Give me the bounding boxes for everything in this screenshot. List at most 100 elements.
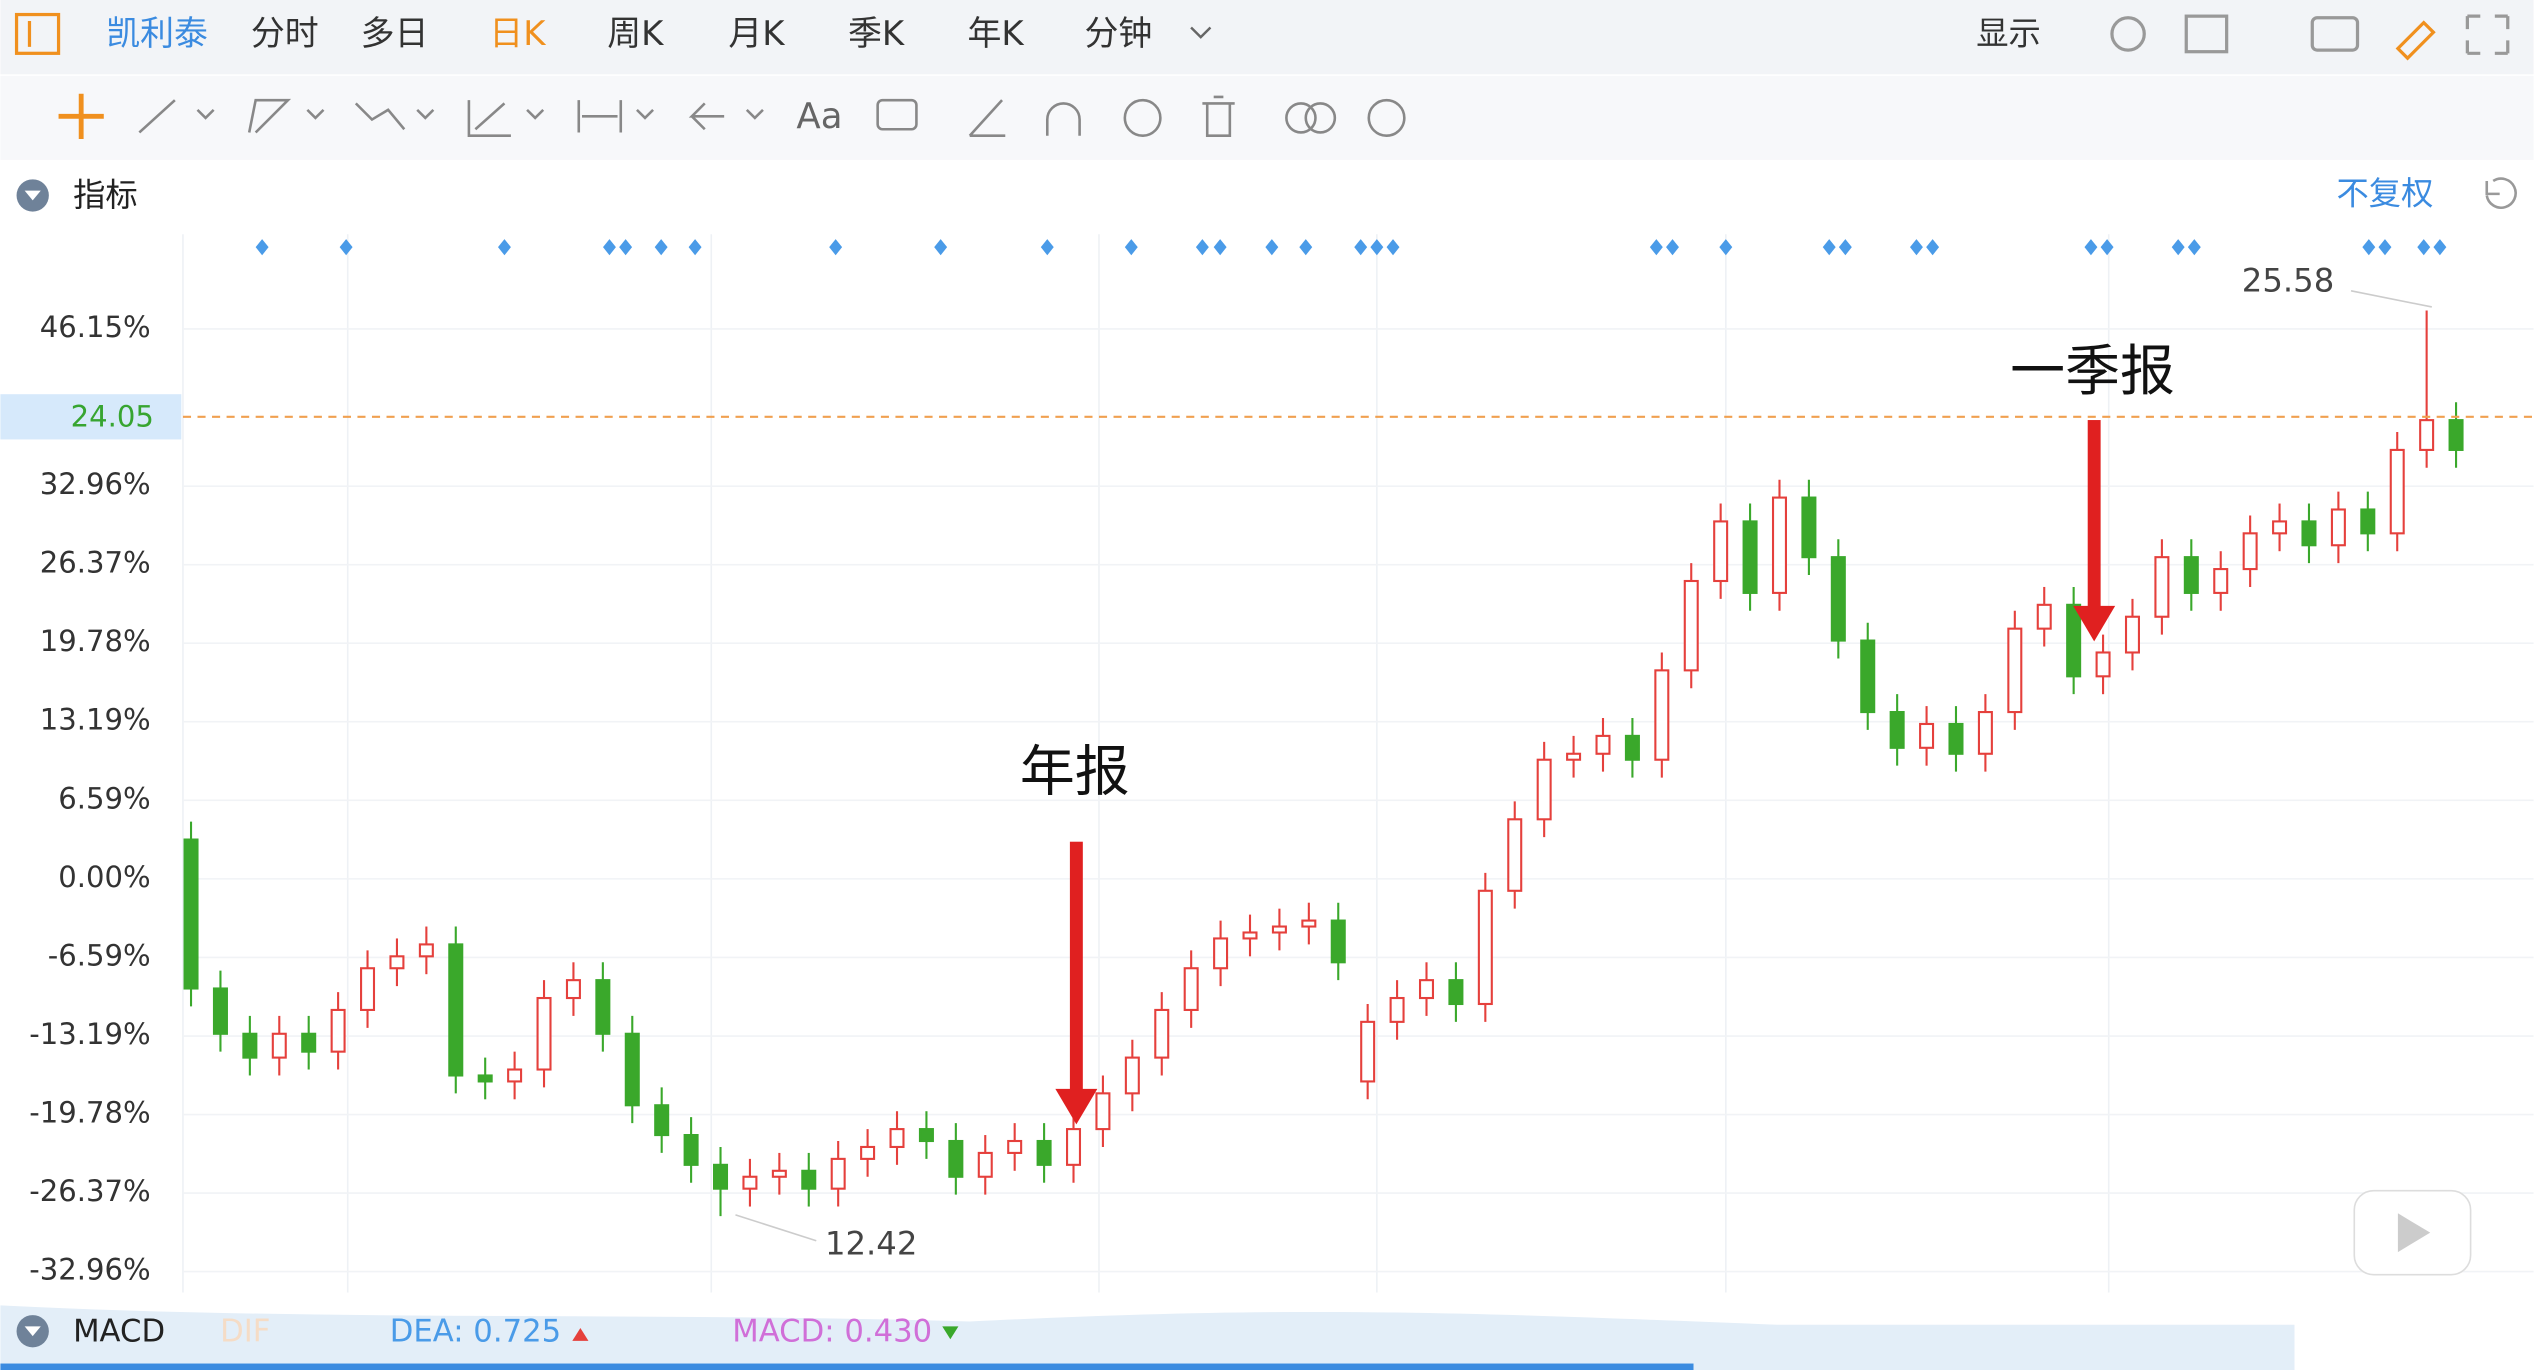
candle-body (2330, 508, 2346, 547)
tab[interactable]: 凯利泰 (106, 14, 208, 53)
candle-body (1389, 996, 1405, 1023)
y-tick-label: 13.19% (40, 703, 151, 737)
more-tabs[interactable] (1190, 26, 1212, 39)
candle-body (2389, 448, 2405, 535)
measure-tool[interactable] (577, 100, 654, 133)
magnet-tool[interactable] (1045, 102, 1081, 136)
candle-body (595, 979, 611, 1035)
event-marker (2084, 239, 2098, 256)
price-label: 24.05 (71, 399, 154, 433)
candle-body (771, 1169, 787, 1178)
event-marker (1299, 239, 1313, 256)
event-marker (2362, 239, 2376, 256)
adjust-button[interactable]: 不复权 (2337, 174, 2434, 212)
fib-tool[interactable] (467, 100, 545, 137)
layout-icon[interactable] (2184, 14, 2229, 54)
event-marker (654, 239, 668, 256)
arrow-head (2073, 605, 2116, 642)
event-marker (1124, 239, 1138, 256)
candle-body (271, 1032, 287, 1059)
hide-tool[interactable] (1123, 98, 1162, 137)
price-tag (0, 394, 182, 440)
tab[interactable]: 季K (848, 14, 905, 53)
candle-body (1213, 937, 1229, 970)
camera-icon[interactable] (2310, 16, 2360, 52)
indicator-label[interactable]: 指标 (73, 176, 138, 214)
candle-body (1154, 1008, 1170, 1059)
wave-tool[interactable] (354, 102, 435, 131)
dif-label: DIF (220, 1314, 270, 1349)
macd-toggle-arrow (24, 1326, 41, 1337)
note-tool[interactable] (876, 98, 918, 131)
candle-body (1713, 520, 1729, 583)
candle-body (2066, 603, 2082, 678)
candle-body (183, 838, 199, 990)
macd-down (942, 1326, 959, 1340)
event-marker (2417, 239, 2431, 256)
tab[interactable]: 月K (728, 14, 785, 53)
y-tick-label: 0.00% (58, 860, 150, 894)
candle-body (1683, 579, 1699, 672)
candle-body (683, 1134, 699, 1166)
text-tool[interactable]: Aa (796, 96, 842, 137)
candle-body (242, 1032, 258, 1059)
tab[interactable]: 分钟 (1084, 14, 1152, 53)
candle-body (1183, 967, 1199, 1011)
settings-icon[interactable] (2110, 16, 2146, 52)
y-tick-label: 6.59% (58, 781, 150, 815)
candle-body (1271, 925, 1287, 934)
draw-icon[interactable] (2395, 20, 2436, 61)
event-markers[interactable] (255, 239, 2447, 256)
candle-body (1830, 556, 1846, 642)
tab[interactable]: 多日 (361, 14, 429, 53)
candle-body (1330, 919, 1346, 964)
candle-body (624, 1032, 640, 1107)
tab[interactable]: 年K (968, 14, 1025, 53)
y-tick-label: 46.15% (40, 310, 151, 344)
y-tick-label: -32.96% (29, 1253, 150, 1287)
candle-body (713, 1163, 729, 1190)
candle-body (2360, 508, 2376, 535)
y-grid (182, 328, 2534, 1273)
y-tick-label: -26.37% (29, 1174, 150, 1208)
tab[interactable]: 分时 (251, 14, 319, 53)
candle-body (2154, 556, 2170, 618)
candle-body (1007, 1139, 1023, 1154)
candle-body (1095, 1092, 1111, 1131)
candle-body (2007, 627, 2023, 714)
candle-body (1860, 639, 1876, 714)
arrow-tool[interactable] (688, 102, 764, 131)
macd-label: MACD: 0.430 (732, 1314, 932, 1349)
high-label: 25.58 (2242, 262, 2334, 300)
annotation: 一季报 (2010, 339, 2175, 403)
angle-tool[interactable] (968, 99, 1006, 137)
candle-body (742, 1175, 758, 1190)
candle-body (1301, 919, 1317, 928)
channel-tool[interactable] (247, 98, 325, 134)
candle-body (1889, 711, 1905, 749)
candle-body (830, 1157, 846, 1190)
display-button[interactable]: 显示 (1976, 15, 2041, 53)
sidebar-icon[interactable] (14, 12, 61, 55)
candle-body (1036, 1139, 1052, 1166)
tab[interactable]: 日K (489, 14, 546, 53)
move-tool[interactable] (58, 93, 104, 139)
candle-body (477, 1074, 493, 1083)
event-marker (1822, 239, 1836, 256)
event-marker (1719, 239, 1733, 256)
play-icon (2397, 1213, 2431, 1253)
candle-body (2213, 568, 2229, 594)
delete-tool[interactable] (1202, 95, 1235, 137)
reset-icon[interactable] (2485, 177, 2517, 209)
fullscreen-icon[interactable] (2465, 14, 2510, 55)
candle-body (1507, 818, 1523, 892)
candle-body (212, 987, 228, 1035)
candle-body (2272, 520, 2288, 535)
line-tool[interactable] (138, 99, 215, 134)
compare-tool[interactable] (1285, 102, 1317, 134)
macd-name: MACD (73, 1314, 165, 1349)
high-leader (2350, 290, 2432, 308)
toolbar-settings[interactable] (1367, 98, 1406, 137)
event-marker (497, 239, 511, 256)
tab[interactable]: 周K (607, 14, 664, 53)
